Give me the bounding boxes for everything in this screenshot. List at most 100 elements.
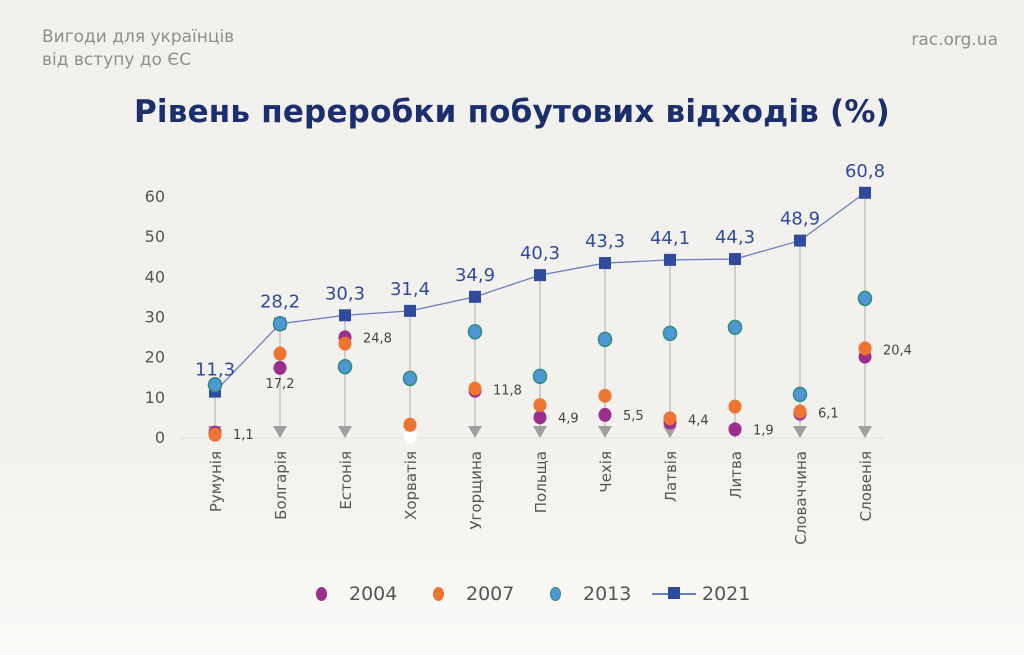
legend-marker-2004 [316, 587, 327, 601]
x-tick-label: Литва [727, 451, 745, 499]
data-label-2021: 30,3 [325, 283, 365, 304]
point-2013 [337, 358, 353, 375]
x-tick-label: Словаччина [792, 451, 810, 545]
point-2021 [729, 253, 741, 266]
data-label-2021: 60,8 [845, 161, 885, 182]
x-tick-label: Естонія [337, 451, 355, 510]
data-label-2007: 6,1 [818, 406, 839, 421]
point-2004 [403, 430, 417, 444]
subtitle: Вигоди для українців від вступу до ЄС [42, 26, 234, 72]
legend-marker-2021 [652, 587, 696, 599]
site-link[interactable]: rac.org.ua [911, 30, 998, 50]
point-2021 [664, 253, 676, 266]
y-tick-label: 40 [145, 267, 165, 286]
baseline-arrow [858, 426, 872, 438]
point-2007 [533, 398, 547, 413]
data-label-2004: 5,5 [623, 409, 644, 424]
y-tick-label: 30 [145, 308, 165, 327]
legend-label-2013: 2013 [583, 583, 632, 605]
data-label-2021: 44,1 [650, 228, 690, 249]
point-2013 [792, 386, 808, 403]
y-tick-label: 50 [145, 227, 165, 246]
point-2021 [599, 257, 611, 270]
data-label-2021: 31,4 [390, 279, 430, 300]
point-2007 [598, 388, 612, 403]
baseline-arrow [338, 426, 352, 438]
x-tick-label: Словенія [857, 451, 875, 521]
baseline-arrow [273, 426, 287, 438]
x-tick-label: Чехія [597, 451, 615, 493]
point-2007 [468, 381, 482, 396]
data-label-2004: 1,1 [233, 428, 254, 443]
legend-label-2021: 2021 [702, 583, 751, 605]
point-2013 [532, 368, 548, 385]
point-2021 [859, 186, 871, 199]
x-tick-label: Латвія [662, 451, 680, 502]
subtitle-line-2: від вступу до ЄС [42, 50, 192, 70]
y-tick-label: 0 [155, 428, 165, 447]
point-2004 [273, 360, 287, 375]
point-2021 [339, 309, 351, 322]
x-tick-label: Румунія [207, 451, 225, 512]
data-label-2021: 48,9 [780, 209, 820, 230]
baseline-arrow [468, 426, 482, 438]
data-label-2021: 34,9 [455, 265, 495, 286]
data-label-2004: 17,2 [266, 377, 295, 392]
point-2004 [728, 422, 742, 437]
point-2004 [533, 410, 547, 425]
data-label-2021: 11,3 [195, 360, 235, 381]
data-label-2021: 44,3 [715, 227, 755, 248]
legend-marker-2013 [550, 587, 561, 601]
x-tick-label: Болгарія [272, 451, 290, 520]
data-label-2004: 24,8 [363, 331, 392, 346]
data-label-2021: 28,2 [260, 292, 300, 313]
legend-item-2007: 2007 [433, 583, 514, 605]
data-label-2007: 11,8 [493, 384, 522, 399]
point-2021 [469, 290, 481, 303]
legend-label-2007: 2007 [466, 583, 515, 605]
legend: 2004 2007 2013 2021 [0, 583, 1024, 607]
legend-item-2004: 2004 [316, 583, 397, 605]
point-2007 [403, 417, 417, 432]
legend-marker-2007 [433, 587, 444, 601]
point-2013 [727, 319, 743, 336]
baseline-arrow [533, 426, 547, 438]
point-2021 [794, 234, 806, 247]
legend-item-2021: 2021 [652, 583, 750, 605]
data-label-2004: 4,9 [558, 411, 579, 426]
point-2021 [534, 269, 546, 282]
point-2007 [663, 411, 677, 426]
point-2013 [402, 370, 418, 387]
data-label-2021: 43,3 [585, 231, 625, 252]
y-tick-label: 20 [145, 348, 165, 367]
data-label-2021: 40,3 [520, 243, 560, 264]
point-2013 [207, 377, 223, 393]
point-2007 [338, 336, 352, 351]
point-2013 [272, 315, 288, 332]
point-2007 [273, 346, 287, 361]
baseline-arrow [598, 426, 612, 438]
baseline-arrow [793, 426, 807, 438]
point-2013 [597, 331, 613, 348]
x-tick-label: Польща [532, 451, 550, 513]
legend-item-2013: 2013 [550, 583, 631, 605]
point-2007 [208, 427, 222, 442]
point-2007 [793, 404, 807, 419]
point-2004 [598, 407, 612, 422]
data-label-2007: 4,4 [688, 413, 709, 428]
point-2007 [728, 399, 742, 414]
point-2021 [404, 304, 416, 317]
data-label-2004: 1,9 [753, 423, 774, 438]
y-tick-label: 10 [145, 388, 165, 407]
point-2013 [857, 290, 873, 307]
y-tick-label: 60 [145, 187, 165, 206]
point-2013 [467, 324, 483, 340]
x-tick-label: Хорватія [402, 451, 420, 520]
subtitle-line-1: Вигоди для українців [42, 27, 235, 47]
legend-label-2004: 2004 [349, 583, 398, 605]
x-tick-label: Угорщина [467, 451, 485, 530]
point-2013 [662, 325, 678, 342]
point-2007 [858, 341, 872, 356]
chart-title: Рівень переробки побутових відходів (%) [134, 94, 890, 130]
